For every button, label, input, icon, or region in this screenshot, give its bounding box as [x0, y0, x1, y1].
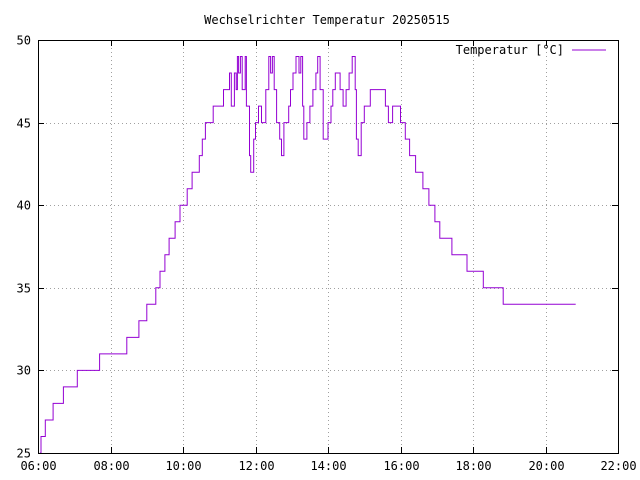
y-tick-label: 45	[17, 117, 31, 131]
legend-label: Temperatur [°C]	[456, 43, 564, 57]
x-tick-label: 08:00	[93, 459, 129, 473]
y-tick-label: 40	[17, 199, 31, 213]
grid	[38, 40, 618, 453]
x-tick-label: 20:00	[528, 459, 564, 473]
series	[39, 56, 576, 454]
series-line	[39, 56, 576, 454]
x-tick-label: 22:00	[600, 459, 636, 473]
axes: 25 30 35 40 45 50 06:00 08:00 10:00 12:00 14:00 16:…	[17, 34, 637, 474]
y-tick-label: 30	[17, 364, 31, 378]
x-tick-label: 06:00	[20, 459, 56, 473]
x-tick-label: 14:00	[310, 459, 346, 473]
plot-frame	[38, 40, 619, 454]
y-tick-label: 50	[17, 34, 31, 48]
y-tick-label: 35	[17, 282, 31, 296]
chart-title: Wechselrichter Temperatur 20250515	[204, 13, 450, 27]
x-tick-label: 12:00	[238, 459, 274, 473]
x-tick-label: 16:00	[383, 459, 419, 473]
x-tick-label: 18:00	[455, 459, 491, 473]
x-tick-label: 10:00	[165, 459, 201, 473]
y-tick-label: 25	[17, 447, 31, 461]
legend: Temperatur [°C]	[456, 43, 606, 57]
